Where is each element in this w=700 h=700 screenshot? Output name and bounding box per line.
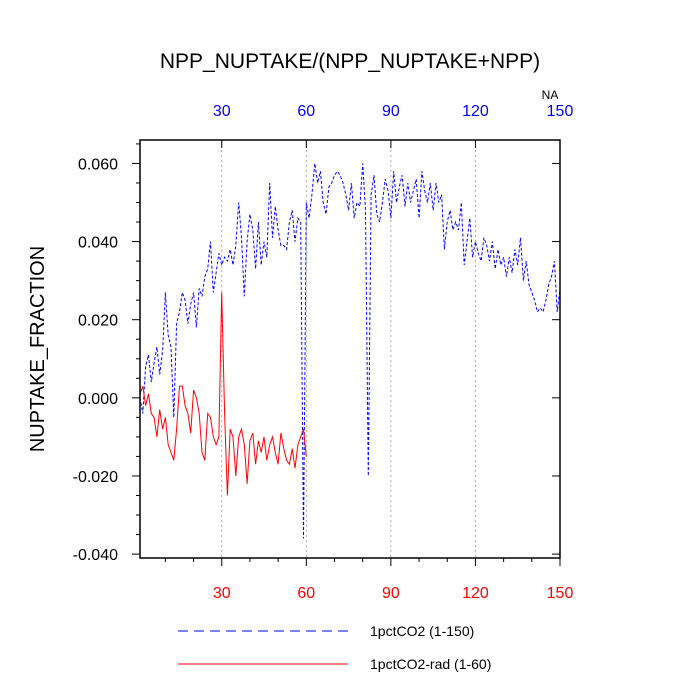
y-tick-label-3: 0.000 — [78, 391, 118, 408]
axes-ticks — [132, 140, 561, 566]
y-tick-label-0: 0.060 — [78, 156, 118, 173]
x-tick-label-top-0: 30 — [213, 103, 231, 120]
x-tick-labels-top: 30 60 90 120 150 — [213, 103, 574, 120]
x-tick-label-top-1: 60 — [297, 103, 315, 120]
legend: 1pctCO2 (1-150) 1pctCO2-rad (1-60) — [178, 623, 491, 672]
x-tick-label-bottom-0: 30 — [213, 585, 231, 602]
x-tick-label-top-2: 90 — [382, 103, 400, 120]
series-layer — [139, 163, 561, 539]
grid-lines — [221, 140, 476, 558]
x-tick-label-bottom-2: 90 — [382, 585, 400, 602]
y-tick-label-5: -0.040 — [73, 547, 118, 564]
x-tick-label-bottom-4: 150 — [547, 585, 574, 602]
y-tick-labels: 0.060 0.040 0.020 0.000 -0.020 -0.040 — [73, 156, 118, 564]
x-tick-label-top-3: 120 — [462, 103, 489, 120]
legend-label-1pctco2-rad: 1pctCO2-rad (1-60) — [370, 656, 491, 672]
y-tick-label-1: 0.040 — [78, 235, 118, 252]
chart-title: NPP_NUPTAKE/(NPP_NUPTAKE+NPP) — [160, 50, 540, 73]
x-tick-label-top-4: 150 — [547, 103, 574, 120]
x-tick-label-bottom-1: 60 — [297, 585, 315, 602]
series-line-1 — [139, 292, 307, 496]
y-tick-label-2: 0.020 — [78, 313, 118, 330]
top-axis-note: NA — [542, 88, 559, 102]
y-axis-label: NUPTAKE_FRACTION — [27, 246, 49, 452]
plot-frame — [139, 139, 561, 559]
x-tick-label-bottom-3: 120 — [462, 585, 489, 602]
y-tick-label-4: -0.020 — [73, 469, 118, 486]
legend-label-1pctco2: 1pctCO2 (1-150) — [370, 623, 474, 639]
x-tick-labels-bottom: 30 60 90 120 150 — [213, 585, 574, 602]
series-line-0 — [139, 163, 561, 539]
